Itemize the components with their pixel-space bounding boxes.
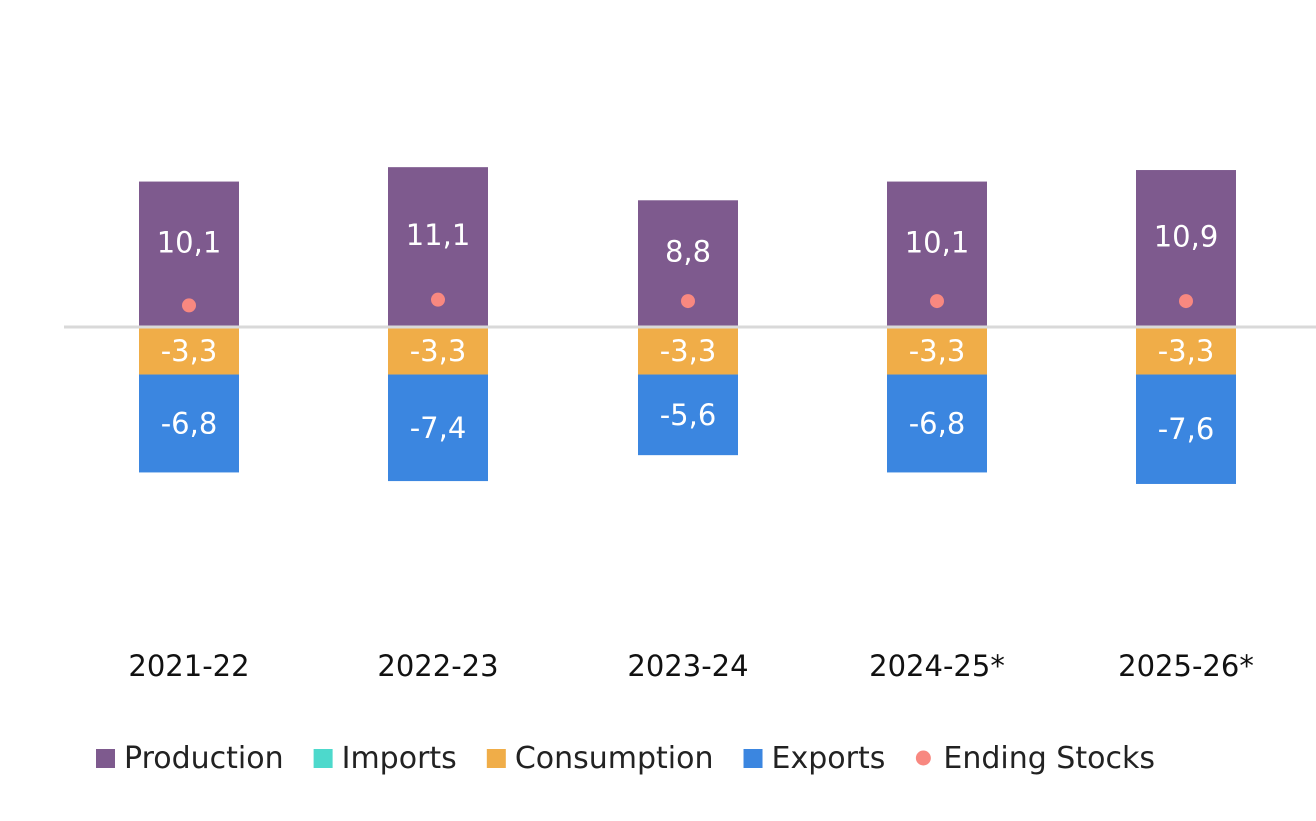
x-tick-label-2022-23: 2022-23 bbox=[377, 649, 498, 683]
bar-consumption-2023-24 bbox=[638, 327, 738, 375]
data-label-production-2023-24: 8,8 bbox=[665, 235, 711, 269]
legend: Production Imports Consumption Exports Endin… bbox=[96, 741, 1155, 776]
legend-swatch-production bbox=[96, 749, 115, 768]
legend-label-ending-stocks: Ending Stocks bbox=[943, 741, 1155, 776]
bar-exports-2022-23 bbox=[388, 374, 488, 482]
legend-swatch-consumption bbox=[486, 749, 506, 768]
bar-exports-2023-24 bbox=[638, 374, 738, 456]
legend-item-imports: Imports bbox=[313, 741, 457, 776]
legend-label-exports: Exports bbox=[772, 741, 886, 776]
legend-label-imports: Imports bbox=[342, 741, 457, 776]
bar-exports-2024-25 bbox=[887, 374, 987, 473]
legend-item-production: Production bbox=[96, 741, 284, 776]
legend-swatch-ending-stocks bbox=[915, 750, 931, 766]
bar-consumption-2025-26 bbox=[1136, 327, 1236, 375]
data-label-exports-2022-23: -7,4 bbox=[410, 411, 467, 445]
data-label-production-2022-23: 11,1 bbox=[406, 218, 471, 252]
data-label-consumption-2023-24: -3,3 bbox=[660, 334, 717, 368]
x-axis-ticks: 2021-22 2022-23 2023-24 2024-25* 2025-26* bbox=[128, 649, 1253, 683]
point-ending-stocks-2024-25 bbox=[930, 294, 944, 309]
bar-exports-2025-26 bbox=[1136, 374, 1236, 484]
point-ending-stocks-2021-22 bbox=[182, 298, 196, 313]
x-tick-label-2024-25: 2024-25* bbox=[869, 649, 1005, 683]
x-tick-label-2023-24: 2023-24 bbox=[627, 649, 748, 683]
point-ending-stocks-2025-26 bbox=[1179, 294, 1193, 309]
data-label-exports-2025-26: -7,6 bbox=[1158, 412, 1215, 446]
point-ending-stocks-2023-24 bbox=[681, 294, 695, 309]
bar-label-group: 10,1 -3,3 -6,8 11,1 -3,3 -7,4 8,8 -3,3 -5,6 10,1 -… bbox=[157, 218, 1219, 446]
bar-consumption-2022-23 bbox=[388, 327, 488, 375]
data-label-consumption-2022-23: -3,3 bbox=[410, 334, 467, 368]
x-tick-label-2021-22: 2021-22 bbox=[128, 649, 249, 683]
bar-exports-2021-22 bbox=[139, 374, 239, 473]
data-label-production-2024-25: 10,1 bbox=[905, 225, 970, 259]
legend-item-exports: Exports bbox=[743, 741, 886, 776]
legend-item-ending-stocks: Ending Stocks bbox=[915, 741, 1155, 776]
data-label-production-2025-26: 10,9 bbox=[1154, 220, 1219, 254]
bar-consumption-2021-22 bbox=[139, 327, 239, 375]
legend-swatch-imports bbox=[313, 749, 333, 768]
legend-label-production: Production bbox=[124, 741, 284, 776]
data-label-production-2021-22: 10,1 bbox=[157, 225, 222, 259]
data-label-exports-2023-24: -5,6 bbox=[660, 398, 717, 432]
data-label-consumption-2025-26: -3,3 bbox=[1158, 334, 1215, 368]
legend-label-consumption: Consumption bbox=[515, 741, 714, 776]
data-label-consumption-2024-25: -3,3 bbox=[909, 334, 966, 368]
legend-item-consumption: Consumption bbox=[486, 741, 714, 776]
data-label-exports-2024-25: -6,8 bbox=[909, 406, 966, 440]
legend-swatch-exports bbox=[743, 749, 763, 768]
x-tick-label-2025-26: 2025-26* bbox=[1118, 649, 1254, 683]
data-label-consumption-2021-22: -3,3 bbox=[161, 334, 218, 368]
data-label-exports-2021-22: -6,8 bbox=[161, 406, 218, 440]
bar-consumption-2024-25 bbox=[887, 327, 987, 375]
point-ending-stocks-2022-23 bbox=[431, 292, 445, 307]
marker-group bbox=[182, 292, 1193, 313]
